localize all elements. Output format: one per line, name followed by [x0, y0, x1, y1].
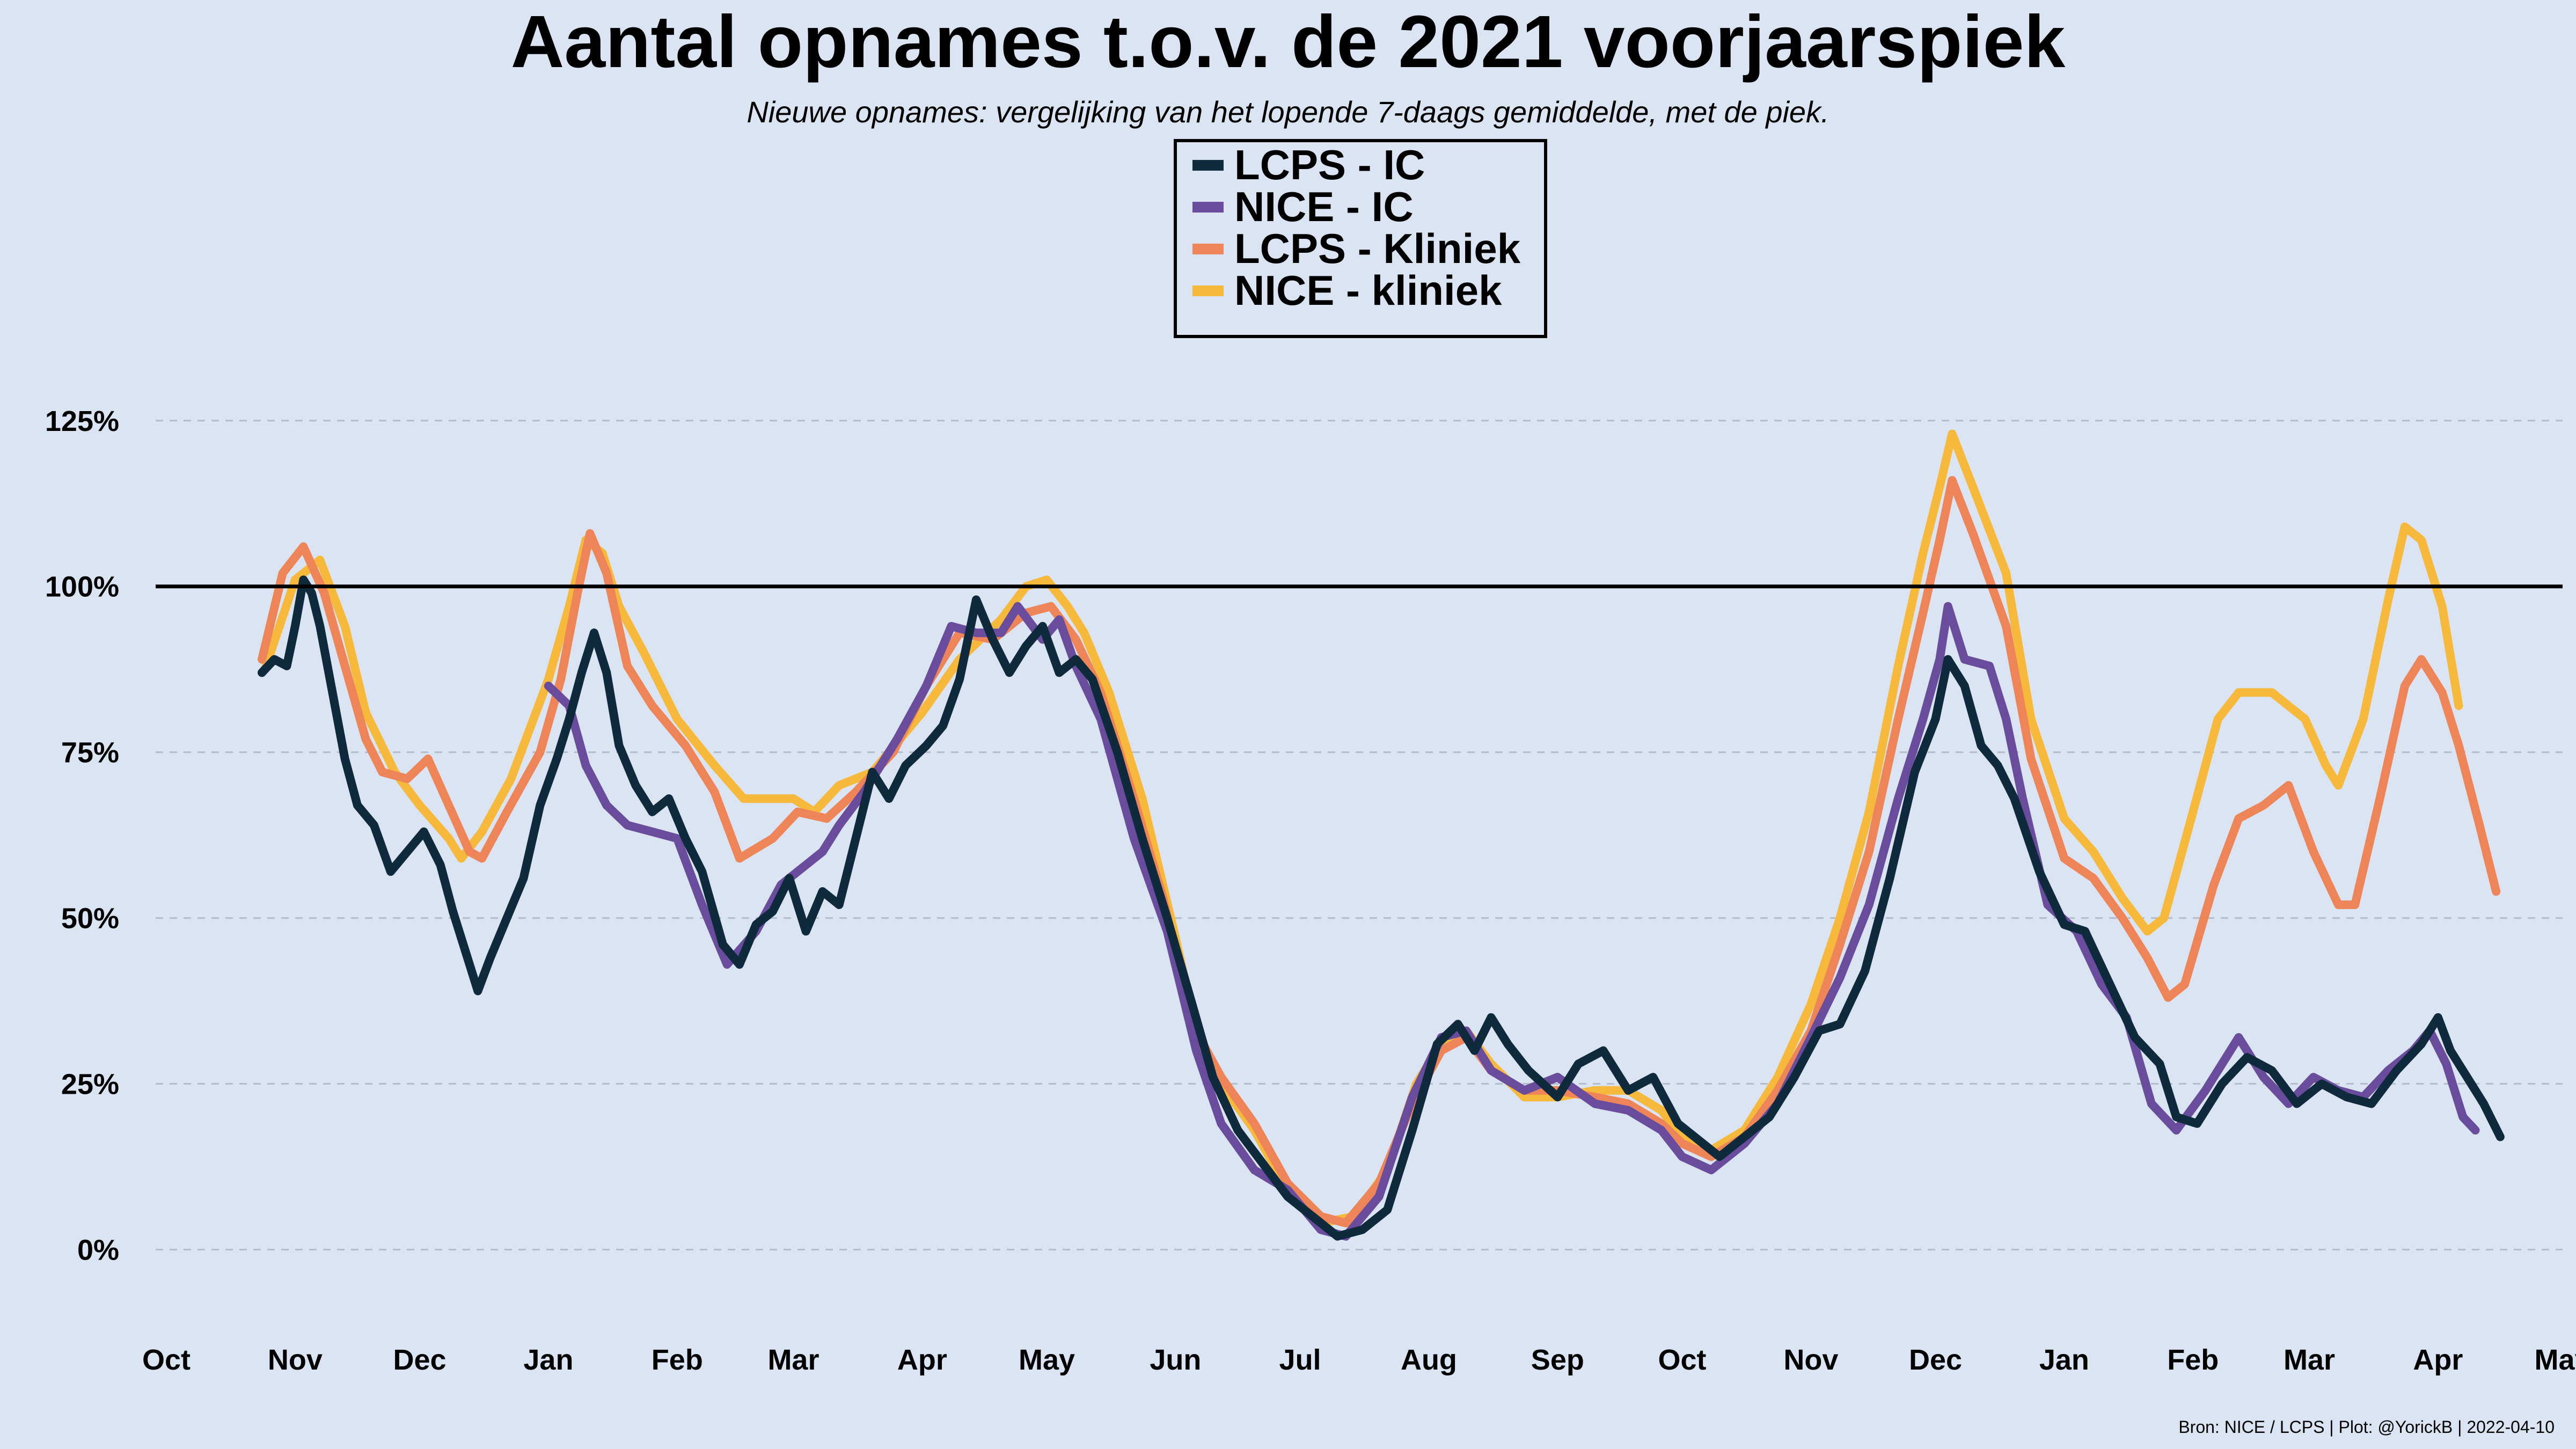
y-tick-label: 100%: [45, 571, 119, 603]
x-tick-label: Oct: [142, 1344, 191, 1376]
source-footer: Bron: NICE / LCPS | Plot: @YorickB | 202…: [2178, 1417, 2555, 1437]
x-tick-label: Dec: [393, 1344, 447, 1376]
grid-lines: [156, 420, 2563, 1250]
x-tick-label: Jan: [523, 1344, 573, 1376]
x-tick-label: Jun: [1150, 1344, 1201, 1376]
legend-label: NICE - kliniek: [1234, 267, 1502, 314]
y-tick-label: 75%: [61, 737, 119, 769]
series-lines: [258, 429, 2505, 1241]
y-tick-label: 25%: [61, 1069, 119, 1101]
x-tick-label: Jan: [2039, 1344, 2089, 1376]
chart-subtitle: Nieuwe opnames: vergelijking van het lop…: [747, 95, 1829, 129]
legend-box: [1174, 139, 1547, 338]
chart-title: Aantal opnames t.o.v. de 2021 voorjaarsp…: [511, 1, 2066, 83]
series-line: [258, 575, 2505, 1241]
x-tick-label: Mar: [767, 1344, 819, 1376]
x-tick-label: Jul: [1279, 1344, 1321, 1376]
y-tick-label: 50%: [61, 903, 119, 935]
x-tick-label: Apr: [2413, 1344, 2463, 1376]
x-tick-label: Apr: [897, 1344, 947, 1376]
x-tick-label: Oct: [1658, 1344, 1706, 1376]
legend-label: NICE - IC: [1234, 183, 1414, 230]
x-tick-label: Feb: [652, 1344, 703, 1376]
x-tick-label: May: [1019, 1344, 1075, 1376]
x-tick-label: Feb: [2167, 1344, 2219, 1376]
x-tick-label: May: [2534, 1344, 2576, 1376]
x-tick-label: Nov: [1783, 1344, 1838, 1376]
x-tick-label: Mar: [2284, 1344, 2335, 1376]
x-tick-label: Nov: [268, 1344, 323, 1376]
y-axis-ticks: 0% 25% 50% 75% 100% 125%: [45, 405, 119, 1267]
legend-label: LCPS - IC: [1234, 141, 1425, 188]
x-tick-label: Aug: [1401, 1344, 1457, 1376]
x-tick-label: Dec: [1909, 1344, 1962, 1376]
legend-label: LCPS - Kliniek: [1234, 225, 1521, 272]
x-tick-label: Sep: [1531, 1344, 1584, 1376]
y-tick-label: 125%: [45, 405, 119, 437]
x-axis-ticks: Oct Nov Dec Jan Feb Mar Apr May Jun Jul Aug Sep Oct N…: [142, 1344, 2576, 1376]
y-tick-label: 0%: [77, 1234, 119, 1266]
